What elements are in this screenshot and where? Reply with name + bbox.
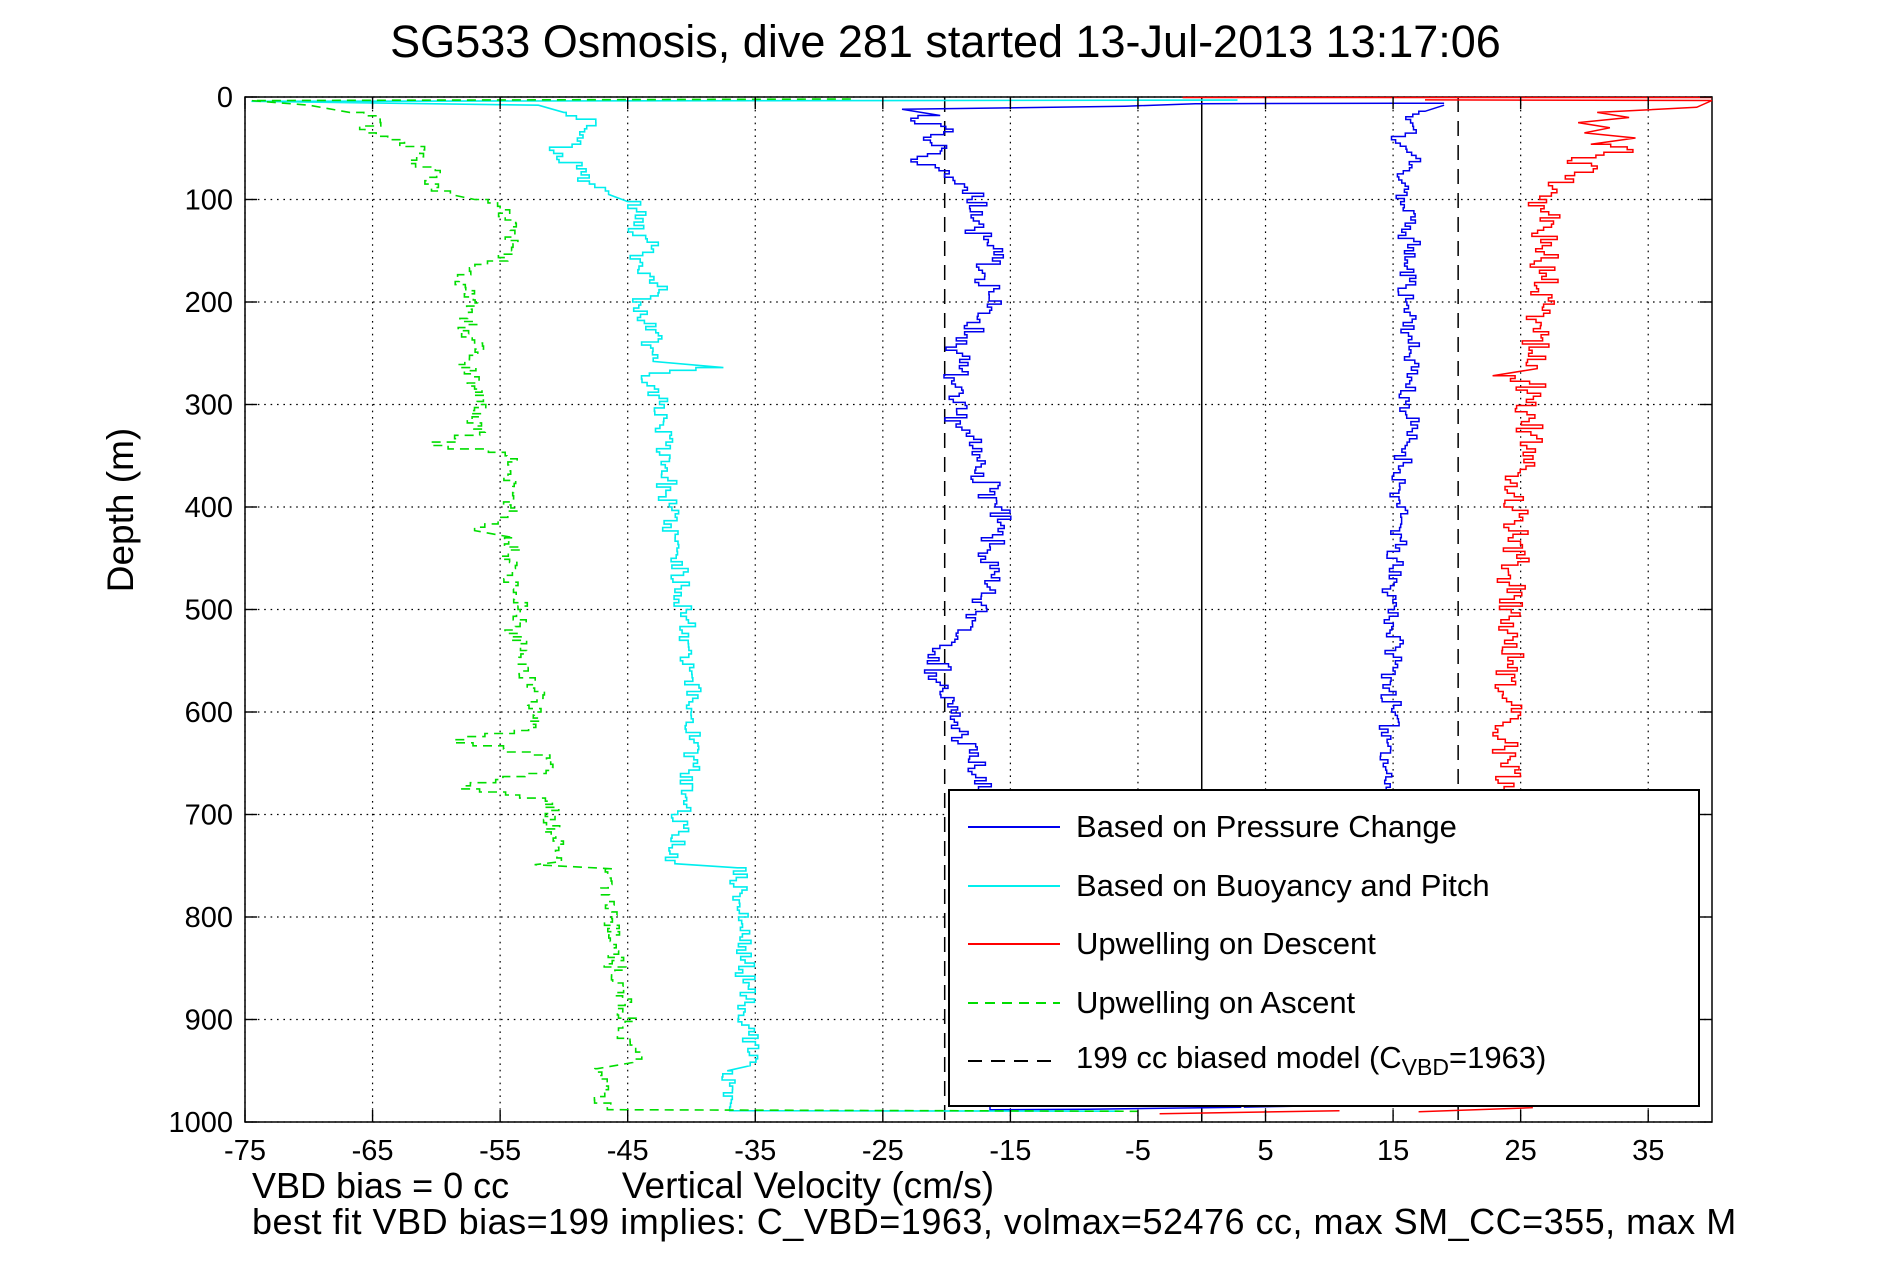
legend-line-sample <box>968 1001 1060 1004</box>
legend-item: Based on Pressure Change <box>950 807 1457 847</box>
legend-item: Based on Buoyancy and Pitch <box>950 866 1490 906</box>
legend-line-sample <box>968 826 1060 828</box>
y-tick-label: 900 <box>185 1005 233 1037</box>
y-tick-label: 800 <box>185 902 233 934</box>
legend-line-sample <box>968 884 1060 887</box>
legend-label: Based on Pressure Change <box>1076 809 1457 844</box>
y-tick-label: 100 <box>185 185 233 217</box>
legend-item: Upwelling on Descent <box>950 924 1376 964</box>
x-tick-label: 25 <box>1505 1135 1537 1167</box>
series-upwelling-descent-bottom <box>1159 1109 1340 1115</box>
x-tick-label: -5 <box>1125 1135 1151 1167</box>
x-tick-label: -35 <box>734 1135 776 1167</box>
x-tick-label: -25 <box>862 1135 904 1167</box>
y-tick-label: 200 <box>185 287 233 319</box>
y-tick-label: 300 <box>185 390 233 422</box>
series-buoyancy-pitch <box>251 99 1238 1112</box>
y-tick-label: 1000 <box>168 1107 233 1139</box>
y-tick-label: 400 <box>185 492 233 524</box>
legend-item: Upwelling on Ascent <box>950 983 1355 1023</box>
x-tick-label: -55 <box>479 1135 521 1167</box>
chart-title: SG533 Osmosis, dive 281 started 13-Jul-2… <box>390 16 1501 67</box>
legend-label: Upwelling on Descent <box>1076 926 1376 961</box>
y-tick-label: 700 <box>185 800 233 832</box>
x-tick-label: 15 <box>1377 1135 1409 1167</box>
x-tick-label: -15 <box>989 1135 1031 1167</box>
y-tick-label: 600 <box>185 697 233 729</box>
legend-label: Based on Buoyancy and Pitch <box>1076 867 1490 903</box>
x-tick-label: 35 <box>1632 1135 1664 1167</box>
legend-label: 199 cc biased model (CVBD=1963) <box>1076 1040 1547 1081</box>
legend-label: Upwelling on Ascent <box>1076 984 1356 1020</box>
vbd-bias-annotation: VBD bias = 0 cc <box>252 1165 510 1206</box>
x-axis-label: Vertical Velocity (cm/s) <box>621 1165 995 1206</box>
legend-line-sample <box>968 943 1060 945</box>
legend-item: 199 cc biased model (CVBD=1963) <box>950 1040 1547 1081</box>
series-upwelling-ascent <box>251 98 1139 1113</box>
x-tick-label: -65 <box>352 1135 394 1167</box>
legend-line-sample <box>968 1060 1060 1062</box>
y-axis-label: Depth (m) <box>100 427 141 593</box>
x-tick-label: 5 <box>1257 1135 1273 1167</box>
y-tick-label: 0 <box>217 82 233 114</box>
x-tick-label: -45 <box>607 1135 649 1167</box>
best-fit-annotation: best fit VBD bias=199 implies: C_VBD=196… <box>252 1201 1737 1242</box>
x-tick-label: -75 <box>224 1135 266 1167</box>
legend-box: Based on Pressure Change Based on Buoyanc… <box>948 789 1700 1107</box>
y-tick-label: 500 <box>185 595 233 627</box>
